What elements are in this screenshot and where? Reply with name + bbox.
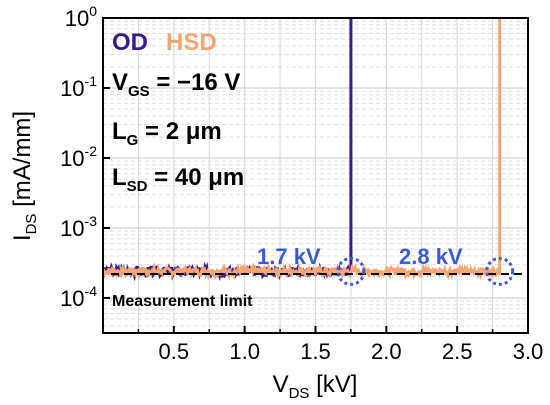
x-axis-ticks: 0.5 1.0 1.5 2.0 2.5 3.0 <box>137 326 544 364</box>
y-tick-label: 10-1 <box>60 73 97 101</box>
x-tick-label: 2.0 <box>371 339 402 364</box>
y-axis-ticks: 100 10-1 10-2 10-3 10-4 <box>60 3 110 311</box>
breakdown-marker-od <box>336 256 366 286</box>
measurement-limit-label: Measurement limit <box>112 293 253 310</box>
series-line-hsd <box>102 18 502 281</box>
y-tick-label: 100 <box>65 3 97 31</box>
breakdown-marker-hsd <box>485 256 515 286</box>
annotation-od-breakdown: 1.7 kV <box>257 244 321 269</box>
condition-vgs: VGS = −16 V <box>112 69 240 100</box>
x-tick-label: 2.5 <box>442 339 473 364</box>
x-tick-label: 0.5 <box>159 339 190 364</box>
legend-od: OD <box>112 29 148 56</box>
y-tick-label: 10-4 <box>60 283 97 311</box>
x-axis-label: VDS [kV] <box>273 371 358 402</box>
y-tick-label: 10-3 <box>60 213 97 241</box>
legend-hsd: HSD <box>166 29 217 56</box>
condition-lg: LG = 2 μm <box>112 118 222 149</box>
x-tick-label: 3.0 <box>513 339 544 364</box>
x-tick-label: 1.0 <box>229 339 260 364</box>
condition-lsd: LSD = 40 μm <box>112 164 244 195</box>
annotation-hsd-breakdown: 2.8 kV <box>399 244 463 269</box>
series-line-od <box>101 18 353 282</box>
grid <box>103 17 528 333</box>
y-tick-label: 10-2 <box>60 143 97 171</box>
series-hsd <box>102 18 502 281</box>
series-od <box>101 18 353 282</box>
y-axis-label: IDS [mA/mm] <box>9 111 40 241</box>
x-tick-label: 1.5 <box>300 339 331 364</box>
